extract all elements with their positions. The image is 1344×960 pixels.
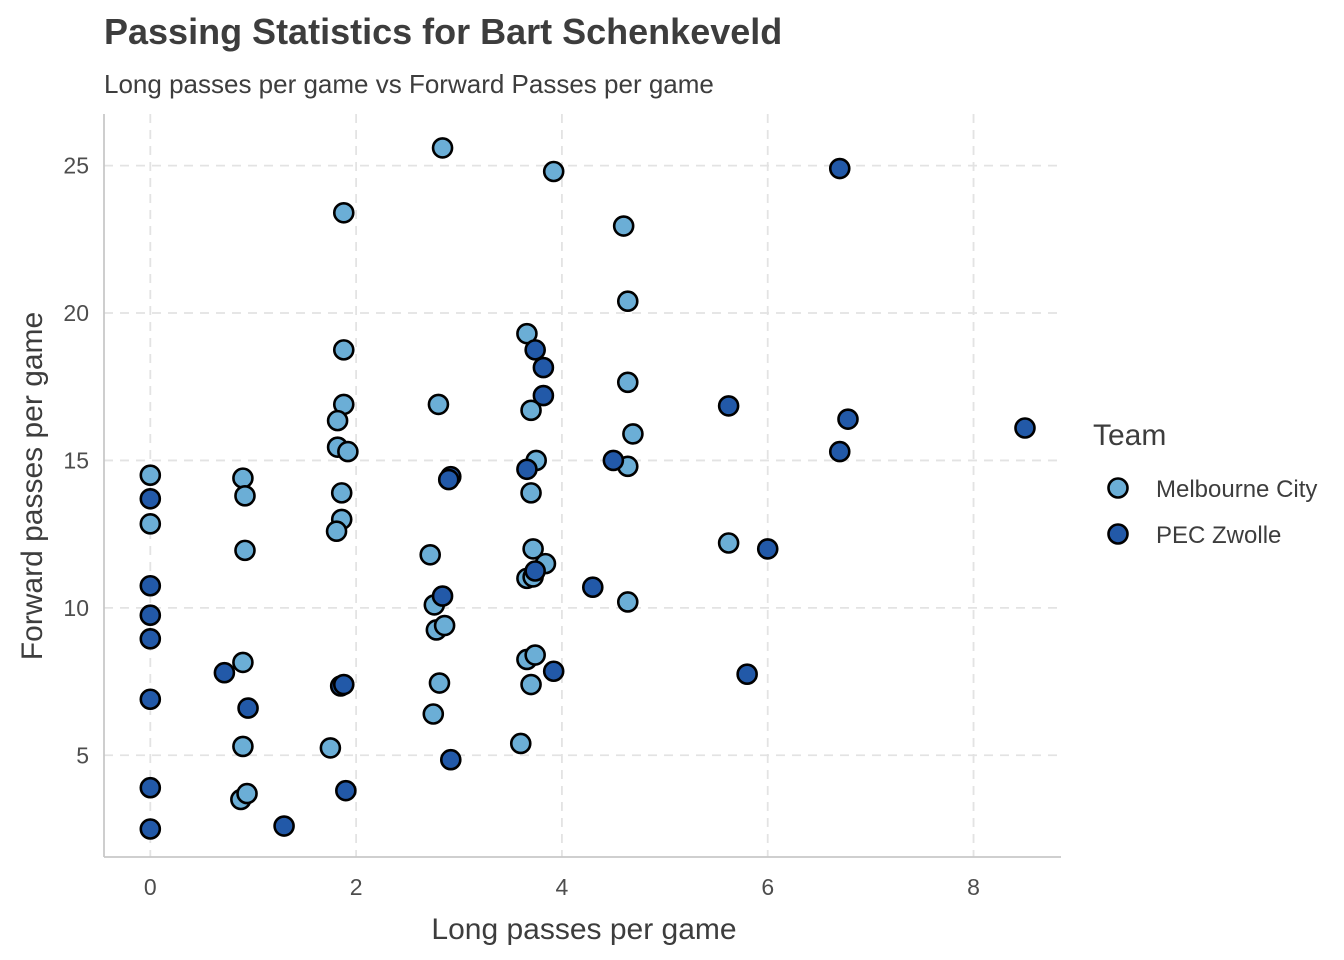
data-point bbox=[139, 487, 162, 510]
legend-items: Melbourne City PEC Zwolle bbox=[1107, 476, 1317, 549]
y-tick-label: 15 bbox=[63, 447, 89, 473]
data-point bbox=[520, 673, 542, 696]
data-point bbox=[439, 748, 462, 771]
data-point bbox=[717, 532, 740, 554]
data-point bbox=[213, 661, 236, 684]
data-point bbox=[236, 782, 258, 805]
data-point bbox=[616, 591, 639, 613]
data-point bbox=[532, 356, 555, 379]
data-point bbox=[1014, 417, 1036, 439]
data-point bbox=[516, 458, 538, 481]
y-axis-title: Forward passes per game bbox=[16, 312, 49, 661]
data-point bbox=[234, 539, 256, 562]
data-point bbox=[332, 673, 355, 696]
data-point bbox=[616, 290, 639, 313]
data-point bbox=[325, 520, 348, 543]
data-point bbox=[717, 395, 740, 417]
x-tick-label: 4 bbox=[556, 874, 569, 900]
legend-label: Melbourne City bbox=[1156, 476, 1317, 503]
data-point bbox=[319, 737, 342, 759]
data-point bbox=[428, 672, 451, 694]
x-tick-label: 0 bbox=[144, 874, 157, 900]
data-point bbox=[326, 409, 349, 432]
data-point bbox=[602, 449, 625, 472]
data-point bbox=[524, 339, 546, 361]
data-point bbox=[828, 157, 851, 180]
data-point bbox=[622, 423, 644, 445]
data-point bbox=[837, 408, 859, 430]
data-point bbox=[542, 160, 565, 183]
data-point bbox=[520, 399, 542, 422]
data-point bbox=[139, 464, 162, 486]
legend-label: PEC Zwolle bbox=[1156, 522, 1281, 549]
x-axis-title: Long passes per game bbox=[431, 913, 736, 946]
data-point bbox=[828, 440, 851, 463]
data-point bbox=[139, 513, 162, 535]
chart-subtitle: Long passes per game vs Forward Passes p… bbox=[104, 69, 714, 99]
y-tick-label: 5 bbox=[76, 742, 89, 768]
data-point bbox=[524, 560, 546, 582]
chart-title: Passing Statistics for Bart Schenkeveld bbox=[104, 11, 782, 52]
data-point bbox=[139, 776, 162, 799]
data-point bbox=[330, 482, 353, 504]
x-tick-label: 2 bbox=[350, 874, 363, 900]
data-point bbox=[427, 393, 450, 416]
legend-marker bbox=[1107, 523, 1129, 545]
data-point bbox=[335, 779, 357, 802]
y-tick-label: 10 bbox=[63, 595, 89, 621]
data-point bbox=[532, 384, 555, 407]
legend: Team Melbourne City PEC Zwolle bbox=[1093, 419, 1317, 549]
axes bbox=[103, 114, 1061, 858]
data-point bbox=[431, 585, 454, 607]
data-point bbox=[139, 628, 162, 650]
data-point bbox=[616, 371, 639, 394]
data-point bbox=[431, 137, 454, 159]
data-point bbox=[273, 815, 295, 837]
legend-title: Team bbox=[1093, 419, 1166, 452]
data-point bbox=[337, 440, 359, 463]
data-point bbox=[509, 732, 532, 755]
data-point bbox=[437, 468, 460, 491]
data-point bbox=[419, 543, 442, 566]
data-points bbox=[139, 137, 1036, 840]
data-point bbox=[542, 660, 565, 683]
data-point bbox=[139, 604, 162, 627]
data-point bbox=[522, 538, 544, 560]
data-point bbox=[581, 576, 604, 599]
data-point bbox=[736, 663, 758, 685]
data-point bbox=[232, 651, 254, 674]
data-point bbox=[232, 735, 254, 758]
data-point bbox=[237, 697, 259, 719]
tick-labels: 0 2 4 6 8 5 10 15 20 25 bbox=[63, 153, 980, 900]
data-point bbox=[232, 467, 254, 489]
data-point bbox=[612, 215, 635, 237]
data-point bbox=[520, 482, 542, 504]
data-point bbox=[422, 703, 445, 725]
legend-marker bbox=[1107, 477, 1129, 499]
data-point bbox=[756, 538, 779, 560]
data-point bbox=[524, 644, 546, 666]
data-point bbox=[139, 574, 162, 597]
y-tick-label: 25 bbox=[63, 153, 89, 179]
data-point bbox=[433, 614, 456, 637]
data-point bbox=[332, 201, 355, 224]
x-tick-label: 6 bbox=[761, 874, 774, 900]
x-tick-label: 8 bbox=[967, 874, 980, 900]
data-point bbox=[332, 339, 355, 361]
data-point bbox=[139, 688, 162, 711]
data-point bbox=[234, 485, 256, 507]
data-point bbox=[139, 818, 162, 840]
y-tick-label: 20 bbox=[63, 300, 89, 326]
